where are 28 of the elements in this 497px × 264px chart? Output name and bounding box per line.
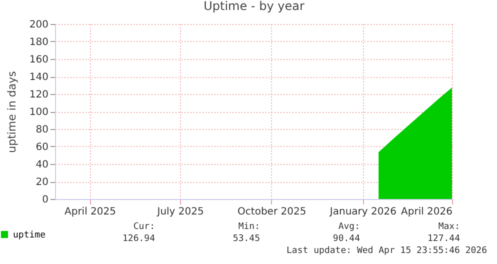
y-tick-label: 140	[29, 72, 48, 83]
text: 53.45	[232, 234, 260, 244]
x-tick-label: October 2025	[238, 206, 306, 218]
y-tick-label: 60	[36, 142, 48, 153]
y-tick-label: 40	[36, 160, 48, 170]
text: 90.44	[332, 234, 360, 244]
y-tick-label: 0	[42, 194, 48, 206]
text: Last update: Wed Apr 15 23:55:46 2026	[286, 246, 487, 256]
chart-title: Uptime - by year	[204, 0, 304, 13]
text: Cur:	[133, 222, 155, 232]
x-tick-label: July 2025	[156, 206, 204, 218]
y-tick-label: 100	[29, 107, 48, 118]
y-tick-label: 20	[36, 177, 48, 188]
text: Avg:	[338, 222, 360, 232]
text: Min:	[238, 222, 260, 232]
y-tick-label: 80	[36, 124, 48, 136]
text: 127.44	[427, 234, 460, 244]
legend-label: uptime	[13, 230, 46, 240]
x-tick-label: April 2026	[401, 206, 453, 218]
y-tick-label: 200	[29, 20, 48, 30]
text: Max:	[438, 222, 460, 232]
y-tick-label: 160	[29, 54, 48, 66]
x-tick-label: April 2025	[64, 206, 116, 218]
y-tick-label: 120	[29, 90, 48, 100]
y-axis-title: uptime in days	[5, 70, 18, 153]
x-tick-label: January 2026	[328, 206, 396, 218]
text: 126.94	[122, 234, 155, 244]
y-tick-label: 180	[29, 37, 48, 48]
